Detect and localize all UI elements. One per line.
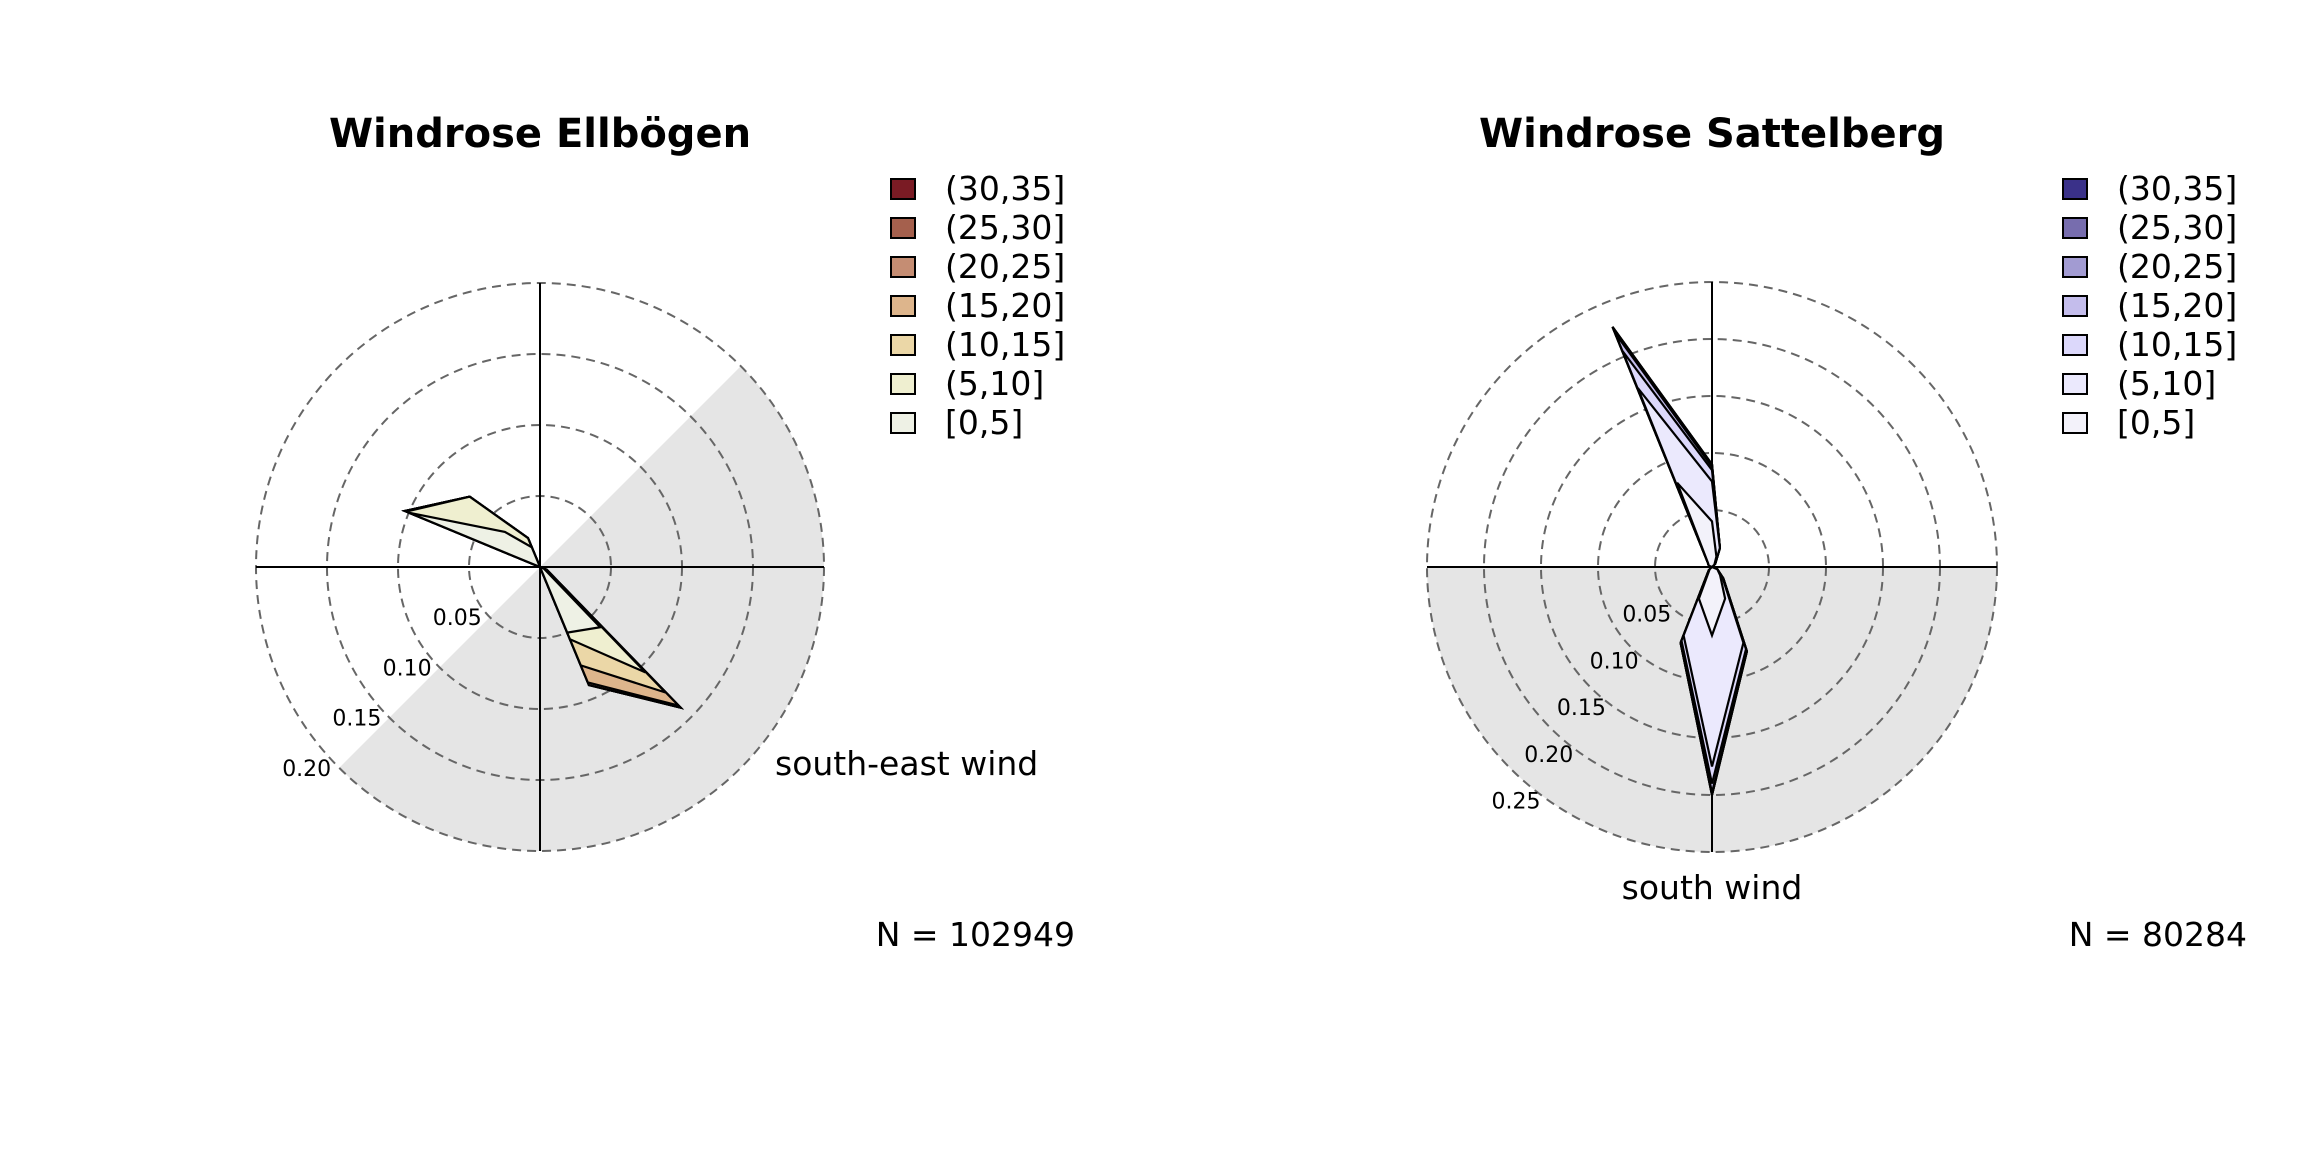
sector-annotation: south wind [1622,868,1803,907]
legend-swatch [2062,256,2088,278]
legend-label: (20,25] [2117,247,2237,286]
ring-label: 0.05 [433,606,482,631]
legend-label: (5,10] [945,364,1044,403]
legend-swatch [890,217,916,239]
legend-swatch [890,178,916,200]
legend-label: (10,15] [945,325,1065,364]
legend-label: [0,5] [945,403,1023,442]
ring-label: 0.15 [332,707,381,732]
ring-label: 0.20 [1524,743,1573,768]
chart-title: Windrose Ellbögen [329,111,751,157]
legend-label: [0,5] [2117,403,2195,442]
legend-swatch [890,373,916,395]
legend-label: (30,35] [945,169,1065,208]
legend-label: (25,30] [2117,208,2237,247]
legend-label: (15,20] [945,286,1065,325]
ring-label: 0.10 [383,656,432,681]
sector-annotation: south-east wind [775,744,1038,783]
legend-swatch [890,334,916,356]
sample-count: N = 80284 [2069,915,2247,954]
legend-swatch [890,256,916,278]
windrose-panel-1: 0.050.10 0.150.20 Windrose Ellbögen (30,35]… [255,111,1075,954]
ring-label: 0.25 [1492,789,1541,814]
legend-label: (10,15] [2117,325,2237,364]
legend-swatch [2062,295,2088,317]
legend-swatch [2062,334,2088,356]
legend-label: (20,25] [945,247,1065,286]
legend-label: (5,10] [2117,364,2216,403]
windrose-panel-2: 0.05 0.10 0.15 0.20 0.25 Windrose Sattelberg (… [1426,111,2247,954]
sample-count: N = 102949 [876,915,1075,954]
legend-swatch [2062,373,2088,395]
chart-title: Windrose Sattelberg [1479,111,1945,157]
legend-label: (25,30] [945,208,1065,247]
ring-label: 0.15 [1557,696,1606,721]
ring-label: 0.10 [1590,649,1639,674]
legend-label: (30,35] [2117,169,2237,208]
rose-polygon-[0,5] [1676,481,1727,639]
legend-label: (15,20] [2117,286,2237,325]
legend-swatch [2062,178,2088,200]
legend-swatch [890,295,916,317]
ring-label: 0.20 [282,757,331,782]
legend-swatch [2062,412,2088,434]
ring-label: 0.05 [1622,603,1671,628]
rose-polygon-[0,5] [408,511,603,634]
legend-swatch [890,412,916,434]
legend-swatch [2062,217,2088,239]
